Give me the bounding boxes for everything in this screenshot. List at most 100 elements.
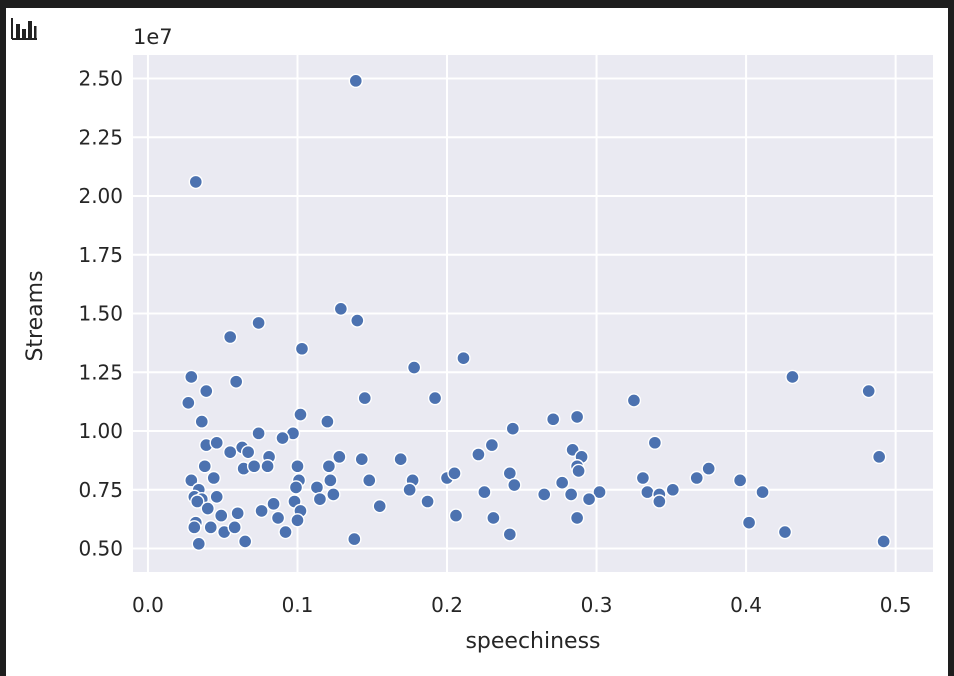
data-point (647, 435, 663, 450)
data-point (652, 494, 667, 509)
data-point (188, 174, 204, 190)
data-point (260, 459, 275, 474)
data-point (209, 435, 224, 450)
data-point (251, 315, 266, 331)
data-point (288, 480, 304, 495)
data-point (640, 484, 655, 500)
data-point (191, 536, 206, 551)
data-point (309, 480, 325, 495)
data-point (689, 470, 704, 486)
grid-lines (133, 55, 933, 572)
data-point (427, 390, 443, 406)
data-point (732, 473, 748, 488)
y-tick-labels: 0.50 0.75 1.00 1.25 1.50 1.75 2.00 2.25 2.50 (78, 67, 123, 561)
data-point (270, 510, 286, 526)
data-point (209, 489, 224, 504)
data-point (227, 520, 242, 535)
data-point (505, 421, 521, 436)
data-point (502, 527, 518, 542)
data-point (348, 73, 364, 89)
data-points (181, 73, 891, 551)
data-point (420, 494, 435, 509)
data-point (347, 531, 362, 547)
data-point (326, 487, 341, 502)
data-point (184, 473, 199, 488)
data-point (372, 499, 387, 514)
data-point (230, 506, 245, 521)
data-point (350, 313, 365, 328)
y-tick-label: 0.75 (78, 478, 123, 502)
data-point (190, 494, 205, 509)
x-tick-labels: 0.0 0.1 0.2 0.3 0.4 0.5 (132, 593, 911, 617)
data-point (581, 491, 597, 507)
data-point (777, 524, 793, 540)
data-point (323, 473, 338, 488)
data-point (484, 437, 500, 453)
x-tick-label: 0.4 (730, 593, 762, 617)
data-point (354, 452, 369, 467)
data-point (320, 414, 335, 429)
data-point (471, 447, 486, 462)
data-point (785, 369, 800, 385)
data-point (312, 491, 328, 507)
data-point (194, 414, 209, 429)
data-point (290, 513, 305, 528)
data-point (861, 383, 876, 399)
x-tick-label: 0.2 (431, 593, 463, 617)
data-point (206, 470, 221, 486)
data-point (203, 520, 218, 535)
data-point (537, 487, 552, 502)
x-tick-label: 0.5 (880, 593, 912, 617)
data-point (402, 482, 417, 497)
data-point (569, 510, 585, 526)
y-axis-offset-text: 1e7 (133, 25, 173, 49)
data-point (254, 503, 269, 519)
data-point (200, 501, 215, 516)
y-tick-label: 1.00 (78, 419, 123, 443)
data-point (228, 374, 244, 389)
data-point (222, 329, 238, 345)
data-point (240, 444, 256, 460)
data-point (871, 449, 887, 465)
bar-chart-icon[interactable] (9, 16, 39, 42)
data-point (290, 459, 305, 474)
data-point (393, 452, 408, 467)
y-axis-label: Streams (23, 270, 48, 361)
data-point (665, 482, 681, 497)
data-point (701, 461, 716, 476)
y-tick-label: 2.50 (78, 67, 123, 91)
y-tick-label: 1.50 (78, 302, 123, 326)
data-point (406, 360, 422, 375)
data-point (275, 430, 290, 446)
data-point (477, 484, 492, 500)
x-tick-label: 0.0 (132, 593, 164, 617)
data-point (741, 515, 757, 530)
data-point (456, 350, 471, 366)
y-tick-label: 2.00 (78, 184, 123, 208)
data-point (181, 395, 196, 410)
x-tick-label: 0.1 (282, 593, 314, 617)
data-point (563, 487, 579, 502)
y-tick-label: 1.25 (78, 360, 123, 384)
data-point (293, 407, 308, 422)
data-point (362, 473, 377, 488)
data-point (321, 459, 337, 474)
data-point (332, 449, 347, 465)
y-tick-label: 1.75 (78, 243, 123, 267)
data-point (222, 444, 238, 460)
data-point (876, 534, 891, 549)
data-point (197, 459, 212, 474)
data-point (199, 383, 214, 399)
data-point (486, 510, 501, 526)
y-tick-label: 0.50 (78, 537, 123, 561)
data-point (507, 477, 522, 493)
data-point (502, 466, 518, 481)
data-point (635, 470, 651, 486)
data-point (569, 409, 585, 425)
data-point (278, 524, 293, 540)
data-point (448, 508, 464, 523)
data-point (237, 534, 253, 549)
data-point (447, 466, 462, 481)
data-point (357, 390, 372, 406)
data-point (333, 301, 349, 316)
